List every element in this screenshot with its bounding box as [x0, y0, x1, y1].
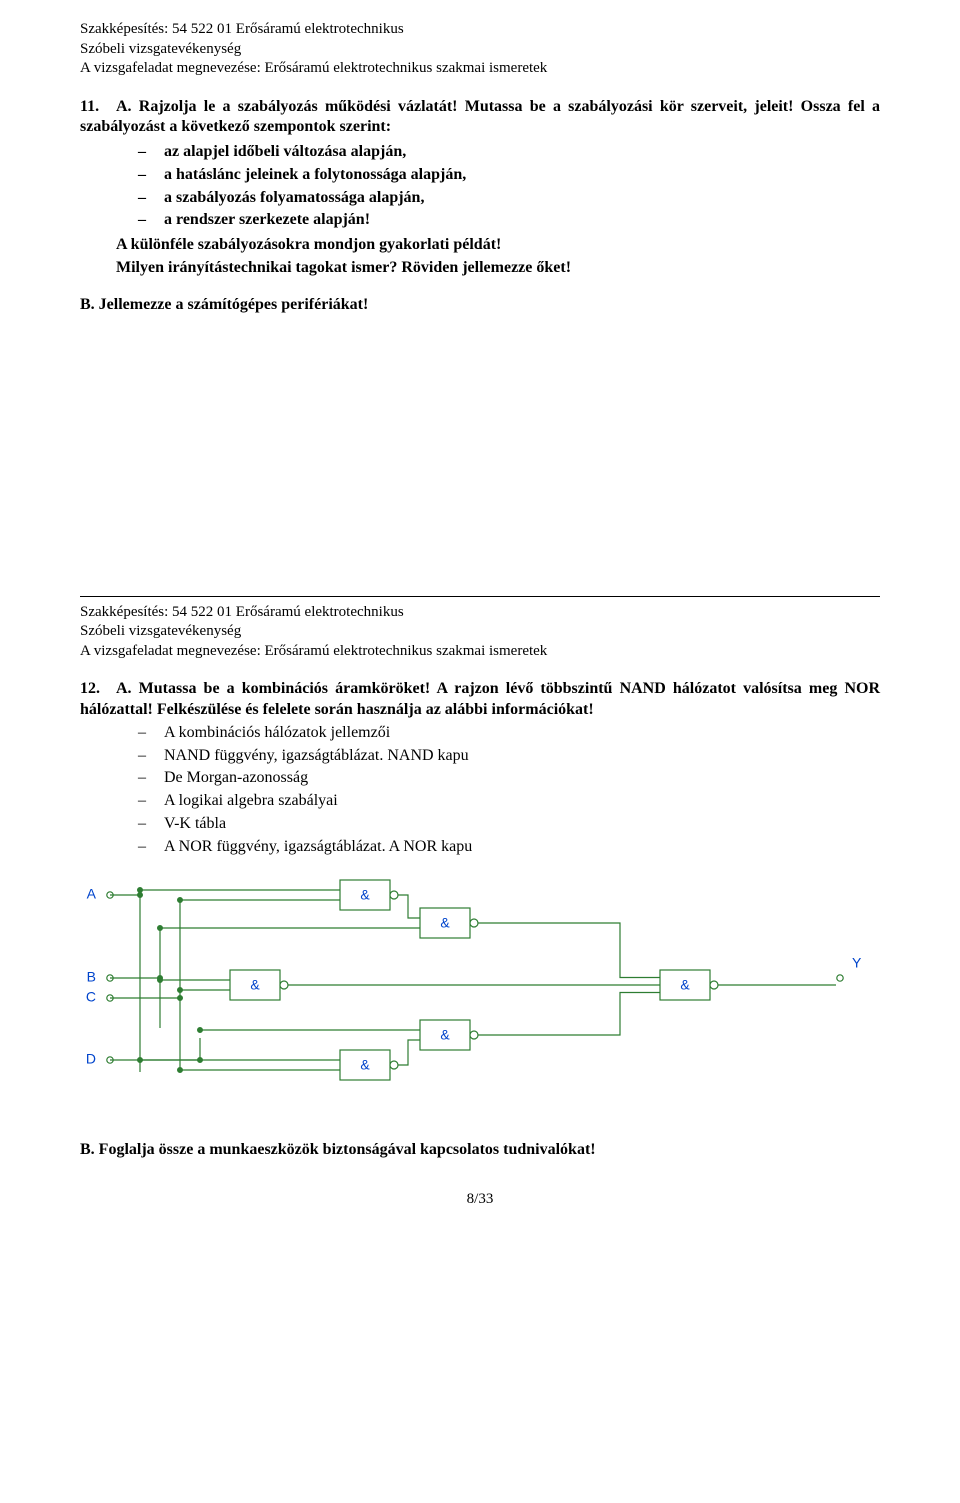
svg-text:&: & — [360, 1056, 370, 1072]
q12-number: 12. — [80, 679, 116, 700]
svg-text:&: & — [440, 914, 450, 930]
page-footer: 8/33 — [80, 1190, 880, 1210]
section-divider — [80, 596, 880, 597]
q12-bullets: A kombinációs hálózatok jellemzői NAND f… — [138, 723, 880, 858]
header-line-1: Szakképesítés: 54 522 01 Erősáramú elekt… — [80, 20, 880, 40]
svg-text:&: & — [440, 1026, 450, 1042]
doc-header-repeat: Szakképesítés: 54 522 01 Erősáramú elekt… — [80, 603, 880, 662]
circuit-svg: A BC D Y & & & & & & — [80, 870, 870, 1100]
svg-text:D: D — [86, 1050, 96, 1066]
svg-text:&: & — [250, 976, 260, 992]
q12-bullet-item: V-K tábla — [138, 814, 880, 835]
header-line-3: A vizsgafeladat megnevezése: Erősáramú e… — [80, 642, 880, 662]
q11-bullet-item: az alapjel időbeli változása alapján, — [138, 142, 880, 163]
q11-bullet-item: a szabályozás folyamatossága alapján, — [138, 188, 880, 209]
svg-text:Y: Y — [852, 954, 862, 970]
header-line-3: A vizsgafeladat megnevezése: Erősáramú e… — [80, 59, 880, 79]
svg-text:A: A — [87, 885, 97, 901]
q12-bullet-item: A kombinációs hálózatok jellemzői — [138, 723, 880, 744]
svg-text:&: & — [680, 976, 690, 992]
q11-bullet-item: a rendszer szerkezete alapján! — [138, 210, 880, 231]
header-line-1: Szakképesítés: 54 522 01 Erősáramú elekt… — [80, 603, 880, 623]
q11-bullet-item: a hatáslánc jeleinek a folytonossága ala… — [138, 165, 880, 186]
q12-bullet-item: A logikai algebra szabályai — [138, 791, 880, 812]
svg-text:&: & — [360, 886, 370, 902]
q11-bullets: az alapjel időbeli változása alapján, a … — [138, 142, 880, 231]
q11-sub-b: B. Jellemezze a számítógépes perifériáka… — [80, 295, 880, 316]
question-12: 12.A. Mutassa be a kombinációs áramkörök… — [80, 679, 880, 1160]
header-line-2: Szóbeli vizsgatevékenység — [80, 40, 880, 60]
q11-intro: 11.A. Rajzolja le a szabályozás működési… — [80, 97, 880, 139]
q11-intro-text: A. Rajzolja le a szabályozás működési vá… — [80, 98, 880, 136]
question-11: 11.A. Rajzolja le a szabályozás működési… — [80, 97, 880, 316]
q12-bullet-item: A NOR függvény, igazságtáblázat. A NOR k… — [138, 837, 880, 858]
q11-bold-line-2: Milyen irányítástechnikai tagokat ismer?… — [116, 258, 880, 279]
nand-circuit-diagram: A BC D Y & & & & & & — [80, 870, 880, 1100]
q12-bullet-item: De Morgan-azonosság — [138, 768, 880, 789]
doc-header: Szakképesítés: 54 522 01 Erősáramú elekt… — [80, 20, 880, 79]
header-line-2: Szóbeli vizsgatevékenység — [80, 622, 880, 642]
q11-number: 11. — [80, 97, 116, 118]
q12-sub-b: B. Foglalja össze a munkaeszközök bizton… — [80, 1140, 880, 1161]
q11-bold-line-1: A különféle szabályozásokra mondjon gyak… — [116, 235, 880, 256]
q12-intro: 12.A. Mutassa be a kombinációs áramkörök… — [80, 679, 880, 721]
svg-text:C: C — [86, 988, 96, 1004]
q12-intro-text: A. Mutassa be a kombinációs áramköröket!… — [80, 680, 880, 718]
q12-bullet-item: NAND függvény, igazságtáblázat. NAND kap… — [138, 746, 880, 767]
svg-text:B: B — [87, 968, 96, 984]
